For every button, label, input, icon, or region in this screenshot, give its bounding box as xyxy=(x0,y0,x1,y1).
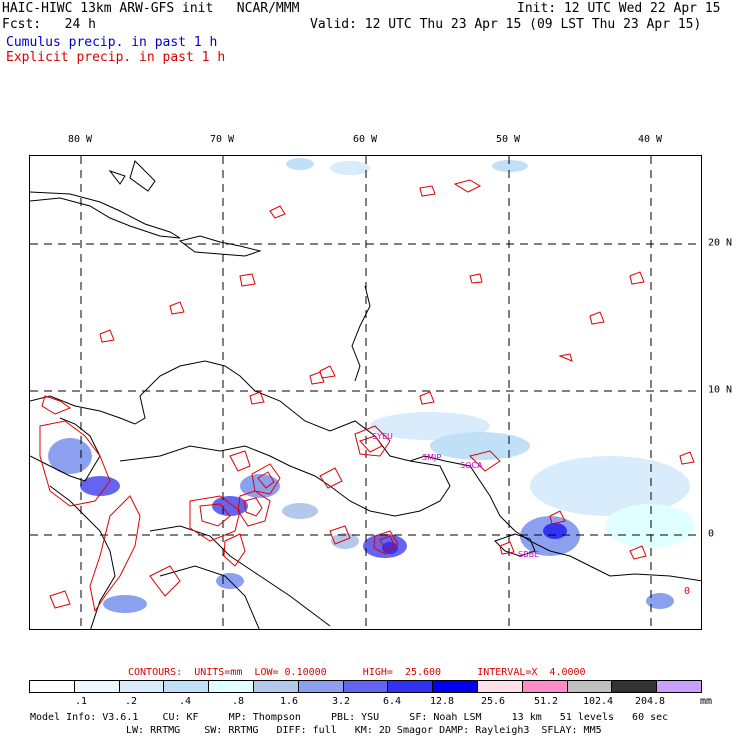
colorbar-tick: 12.8 xyxy=(429,696,455,707)
colorbar-swatch xyxy=(253,681,299,692)
legend-cumulus: Cumulus precip. in past 1 h xyxy=(6,35,218,50)
colorbar-swatch xyxy=(298,681,344,692)
map-panel[interactable]: SYEU SMJP SOCA SBBE 0 xyxy=(29,155,702,630)
contours-info: CONTOURS: UNITS=mm LOW= 0.10000 HIGH= 25… xyxy=(128,667,586,678)
forecast-hour: Fcst: 24 h xyxy=(2,17,96,32)
colorbar-tick: 1.6 xyxy=(279,696,299,707)
colorbar-tick: .1 xyxy=(74,696,88,707)
colorbar-swatch xyxy=(209,681,254,692)
colorbar-swatch xyxy=(477,681,523,692)
colorbar-tick: .8 xyxy=(231,696,245,707)
legend-explicit: Explicit precip. in past 1 h xyxy=(6,50,226,65)
colorbar-swatch xyxy=(74,681,120,692)
coastlines xyxy=(30,160,701,629)
lon-label-40w: 40 W xyxy=(637,134,663,145)
colorbar-unit: mm xyxy=(699,696,713,707)
colorbar-swatch xyxy=(522,681,568,692)
colorbar-tick: 51.2 xyxy=(533,696,559,707)
station-smjp-label: SMJP xyxy=(422,453,442,462)
contour-value-label: 0 xyxy=(684,586,691,597)
colorbar-swatch xyxy=(164,681,210,692)
map-canvas xyxy=(30,156,701,629)
colorbar-swatch xyxy=(657,681,701,692)
init-time: Init: 12 UTC Wed 22 Apr 15 xyxy=(517,1,721,16)
colorbar-swatch xyxy=(388,681,434,692)
valid-time: Valid: 12 UTC Thu 23 Apr 15 (09 LST Thu … xyxy=(310,17,702,32)
colorbar-tick: 3.2 xyxy=(331,696,351,707)
lon-label-80w: 80 W xyxy=(67,134,93,145)
colorbar-swatch xyxy=(567,681,613,692)
colorbar-tick: .2 xyxy=(124,696,138,707)
lat-label-10n: 10 N xyxy=(708,384,733,396)
colorbar xyxy=(29,680,702,693)
colorbar-swatch xyxy=(30,681,75,692)
cumulus-precip-shading xyxy=(48,158,695,613)
model-info-line2: LW: RRTMG SW: RRTMG DIFF: full KM: 2D Sm… xyxy=(126,725,602,736)
lat-lon-grid xyxy=(30,156,701,629)
lon-label-70w: 70 W xyxy=(209,134,235,145)
model-info-line1: Model Info: V3.6.1 CU: KF MP: Thompson P… xyxy=(30,712,669,723)
colorbar-swatch xyxy=(612,681,658,692)
colorbar-tick: 6.4 xyxy=(382,696,402,707)
lat-label-20n: 20 N xyxy=(708,237,733,249)
colorbar-tick: 25.6 xyxy=(480,696,506,707)
colorbar-tick: 102.4 xyxy=(582,696,614,707)
explicit-precip-contours xyxy=(39,179,695,613)
station-sbbe-label: SBBE xyxy=(518,550,540,559)
lon-label-60w: 60 W xyxy=(352,134,378,145)
colorbar-swatch xyxy=(343,681,389,692)
title-left: HAIC-HIWC 13km ARW-GFS init NCAR/MMM xyxy=(2,1,300,16)
colorbar-swatch xyxy=(119,681,165,692)
lon-label-50w: 50 W xyxy=(495,134,521,145)
colorbar-swatch xyxy=(433,681,478,692)
colorbar-tick: 204.8 xyxy=(634,696,666,707)
lat-label-0: 0 xyxy=(708,528,715,540)
colorbar-tick: .4 xyxy=(178,696,192,707)
station-syeu-label: SYEU xyxy=(372,432,393,441)
station-soca-label: SOCA xyxy=(460,461,483,470)
